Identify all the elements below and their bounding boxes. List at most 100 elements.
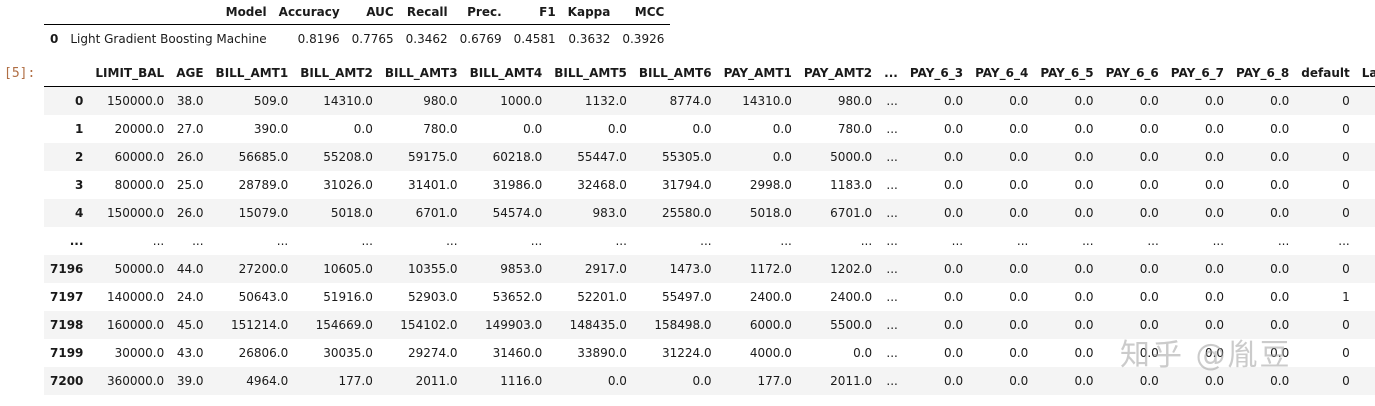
table-cell: 980.0: [423, 93, 458, 108]
table-cell: 780.0: [837, 121, 873, 136]
dataframe-table: LIMIT_BAL AGE BILL_AMT1 BILL_AMT2 BILL_AMT3 B…: [44, 60, 1375, 395]
column-header: PAY_6_5: [1034, 60, 1100, 87]
table-cell: 0.0: [944, 205, 964, 220]
table-cell: 0.0: [1009, 149, 1029, 164]
metrics-cell: 0.8196: [297, 32, 340, 46]
table-cell: 31460.0: [492, 345, 543, 360]
table-cell: 0.0: [1139, 205, 1159, 220]
table-cell: 0.0: [1009, 289, 1029, 304]
table-cell: 4964.0: [246, 373, 289, 388]
column-header: Label: [1355, 60, 1375, 87]
table-cell: 0: [1356, 199, 1375, 227]
table-row: 7199 30000.0 43.0 26806.0 30035.0 29274.0 3146…: [44, 339, 1375, 367]
table-cell: 8774.0: [669, 93, 712, 108]
column-header: ...: [878, 60, 904, 87]
table-cell: 0.0: [1270, 205, 1290, 220]
table-cell: 31026.0: [323, 177, 373, 192]
table-cell: 52201.0: [577, 289, 627, 304]
table-cell: 0.0: [1009, 317, 1029, 332]
table-cell: 0.0: [1074, 177, 1094, 192]
table-cell: 0.0: [1074, 121, 1094, 136]
table-cell: 0.0: [944, 373, 964, 388]
column-header: PAY_6_8: [1230, 60, 1296, 87]
table-cell: 0.0: [1139, 317, 1159, 332]
metrics-cell: Light Gradient Boosting Machine: [70, 32, 267, 46]
table-cell: 0.0: [1270, 345, 1290, 360]
table-cell: 0: [1342, 205, 1350, 220]
table-cell: 31986.0: [492, 177, 543, 192]
table-cell: 25580.0: [661, 205, 712, 220]
table-cell: ...: [886, 317, 898, 332]
table-cell: 30035.0: [323, 345, 373, 360]
table-cell: ...: [700, 233, 712, 248]
table-cell: 0.0: [1074, 289, 1094, 304]
table-cell: 0.0: [523, 121, 543, 136]
row-index: 2: [75, 149, 84, 164]
table-cell: 1000.0: [500, 93, 543, 108]
table-cell: 149903.0: [484, 317, 543, 332]
table-row: 0 150000.0 38.0 509.0 14310.0 980.0 1000.0 1132…: [44, 86, 1375, 115]
table-row: 3 80000.0 25.0 28789.0 31026.0 31401.0 31986.0…: [44, 171, 1375, 199]
table-cell: 0.0: [1139, 149, 1159, 164]
table-cell: 0.0: [1139, 177, 1159, 192]
metrics-header-cell: MCC: [616, 0, 671, 25]
table-cell: 0.0: [1204, 317, 1225, 332]
column-header: BILL_AMT3: [378, 60, 464, 87]
table-cell: 0.0: [1270, 121, 1290, 136]
table-cell: 0.0: [772, 121, 792, 136]
table-cell: 0.0: [607, 373, 627, 388]
column-header: PAY_6_6: [1099, 60, 1165, 87]
table-cell: ...: [886, 233, 898, 248]
table-cell: ...: [886, 121, 898, 136]
table-cell: 52903.0: [407, 289, 458, 304]
table-cell: 177.0: [757, 373, 792, 388]
table-cell: 50643.0: [238, 289, 289, 304]
table-cell: 0.0: [944, 177, 964, 192]
table-cell: ...: [615, 233, 627, 248]
metrics-header-cell: [44, 0, 65, 25]
metrics-cell: 0.6769: [459, 32, 502, 46]
table-cell: 14310.0: [742, 93, 792, 108]
table-cell: 390.0: [253, 121, 289, 136]
table-cell: ...: [361, 233, 373, 248]
metrics-cell: 0.3462: [405, 32, 448, 46]
table-cell: 0.0: [1009, 93, 1029, 108]
table-cell: 0.0: [1009, 261, 1029, 276]
table-cell: 0.0: [1204, 149, 1225, 164]
table-cell: 0.0: [607, 121, 627, 136]
table-cell: 0.0: [1074, 373, 1094, 388]
table-cell: 0.0: [1204, 177, 1225, 192]
column-header: LIMIT_BAL: [89, 60, 171, 87]
metrics-header-cell: Prec.: [453, 0, 508, 25]
column-header: AGE: [170, 60, 210, 87]
row-index: 7198: [50, 317, 84, 332]
table-cell: ...: [1082, 233, 1094, 248]
column-header: PAY_6_4: [969, 60, 1035, 87]
table-cell: 150000.0: [106, 205, 165, 220]
table-cell: 2011.0: [415, 373, 458, 388]
table-cell: 0.0: [692, 121, 712, 136]
row-index: 7200: [50, 373, 84, 388]
table-cell: 0.0: [944, 345, 964, 360]
table-cell: 80000.0: [114, 177, 165, 192]
table-cell: 0: [1342, 317, 1350, 332]
watermark: 知乎 @胤豆: [1120, 338, 1292, 373]
table-cell: 9853.0: [500, 261, 543, 276]
table-cell: 4000.0: [749, 345, 792, 360]
table-row: 7198 160000.0 45.0 151214.0 154669.0 154102.0…: [44, 310, 1375, 339]
column-header: PAY_AMT2: [797, 60, 879, 87]
table-row: 4 150000.0 26.0 15079.0 5018.0 6701.0 54574.0 9…: [44, 198, 1375, 227]
table-cell: ...: [1356, 227, 1375, 255]
table-cell: 26806.0: [238, 345, 289, 360]
table-cell: 0.0: [1139, 121, 1159, 136]
table-row: 1 20000.0 27.0 390.0 0.0 780.0 0.0 0.0 0.0 0.0 780…: [44, 115, 1375, 143]
table-cell: 10355.0: [407, 261, 458, 276]
table-cell: 0.0: [1009, 345, 1029, 360]
table-cell: 26.0: [176, 149, 204, 164]
table-cell: 177.0: [338, 373, 373, 388]
table-cell: 0.0: [1204, 93, 1225, 108]
table-cell: 0: [1356, 87, 1375, 115]
metrics-header-cell: Recall: [399, 0, 454, 25]
row-index: 7196: [50, 261, 84, 276]
row-index: ...: [69, 233, 84, 248]
